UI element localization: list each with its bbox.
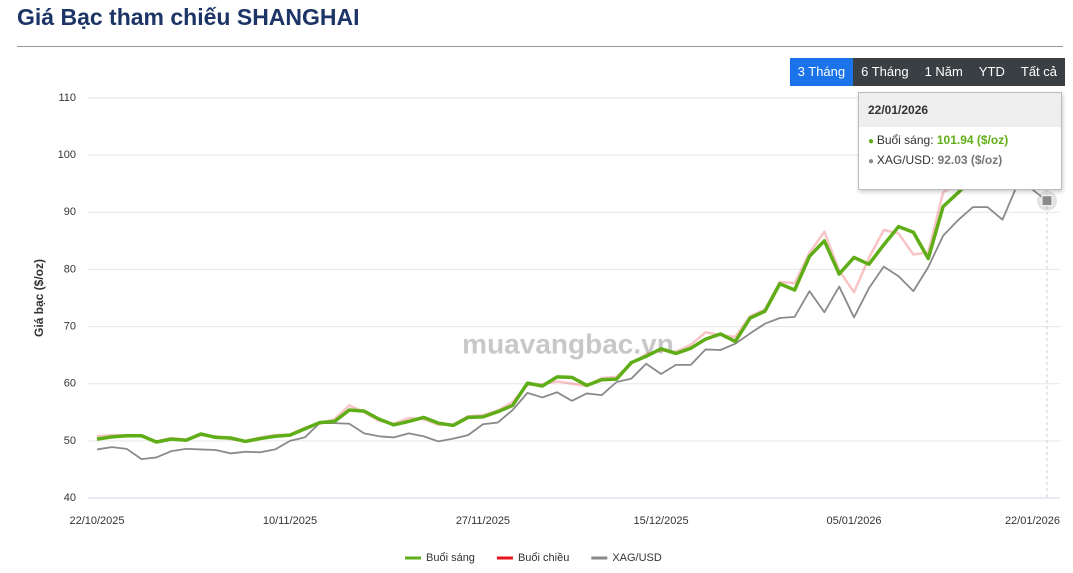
legend-item[interactable]: Buổi chiều [496,552,569,564]
x-tick-label: 10/11/2025 [263,515,317,527]
y-tick-label: 50 [64,435,76,447]
tooltip-value: 101.94 ($/oz) [936,133,1009,147]
range-button[interactable]: YTD [978,64,1005,79]
y-tick-label: 70 [64,320,76,332]
x-tick-label: 22/10/2025 [69,515,124,527]
series-line [96,183,1048,461]
tooltip-value: 92.03 ($/oz) [937,153,1003,167]
y-tick-label: 90 [64,206,76,218]
tooltip-series: Buổi sáng [877,133,937,147]
x-tick-label: 22/01/2026 [1005,515,1060,527]
legend-label: Buổi sáng [426,552,475,564]
tooltip-dot: ● [868,156,877,167]
point-marker [1041,195,1053,207]
series-line [96,139,1048,444]
divider [17,46,1063,47]
x-tick-label: 15/12/2025 [634,515,689,527]
y-tick-label: 110 [58,92,76,104]
tooltip-dot: ● [868,136,877,147]
y-tick-label: 60 [64,378,76,390]
range-buttons: 3 Tháng 6 Tháng 1 Năm YTD Tất cả [789,58,1065,86]
tooltip-series: XAG/USD [877,153,938,167]
x-tick-label: 27/11/2025 [456,515,510,527]
tooltip-row: ● Buổi sáng101.94 ($/oz) [859,127,1061,147]
y-tick-label: 100 [58,149,76,161]
tooltip-date: 22/01/2026 [859,93,1061,127]
legend-label: XAG/USD [612,552,662,564]
x-tick-label: 05/01/2026 [827,515,882,527]
legend-item[interactable]: XAG/USD [591,552,662,564]
watermark: muavangbac.vn [462,328,674,359]
tooltip-row: ● XAG/USD92.03 ($/oz) [859,147,1061,167]
tooltip: 22/01/2026● Buổi sáng101.94 ($/oz)● XAG/… [858,92,1062,190]
range-button[interactable]: 1 Năm [924,64,963,79]
range-button[interactable]: Tất cả [1020,64,1057,79]
page-title: Giá Bạc tham chiếu SHANGHAI [17,4,360,30]
legend-label: Buổi chiều [518,552,569,564]
y-axis-label: Giá bạc ($/oz) [32,259,46,337]
range-button[interactable]: 3 Tháng [789,58,854,86]
range-button[interactable]: 6 Tháng [861,64,909,79]
legend-item[interactable]: Buổi sáng [405,552,475,564]
y-tick-label: 40 [64,492,76,504]
y-tick-label: 80 [64,263,76,275]
